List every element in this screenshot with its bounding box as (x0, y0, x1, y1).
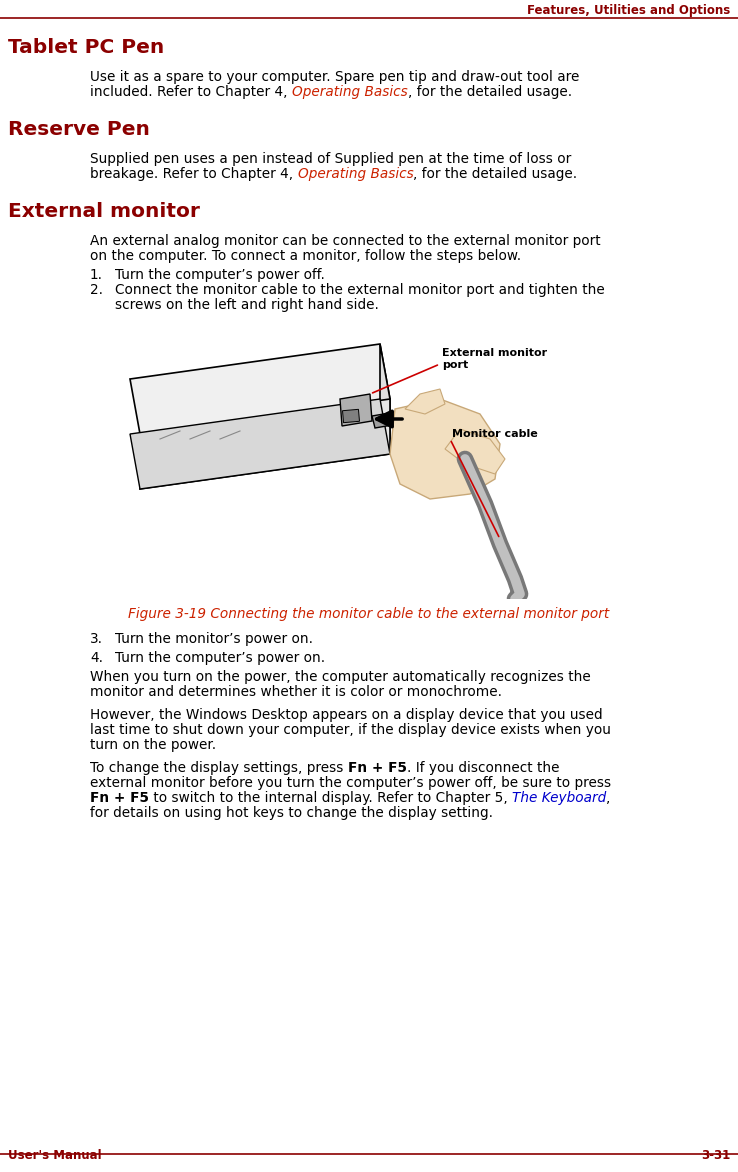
Polygon shape (130, 398, 390, 489)
Bar (342, 409, 359, 423)
Polygon shape (380, 345, 390, 454)
Text: Tablet PC Pen: Tablet PC Pen (8, 38, 165, 57)
Text: . If you disconnect the: . If you disconnect the (407, 761, 559, 775)
Text: User's Manual: User's Manual (8, 1149, 102, 1161)
Polygon shape (372, 413, 398, 428)
Polygon shape (445, 429, 505, 473)
Text: External monitor
port: External monitor port (442, 348, 547, 370)
Text: included. Refer to Chapter 4,: included. Refer to Chapter 4, (90, 86, 292, 98)
Text: Figure 3-19 Connecting the monitor cable to the external monitor port: Figure 3-19 Connecting the monitor cable… (128, 607, 610, 621)
Text: Operating Basics: Operating Basics (297, 166, 413, 180)
Polygon shape (405, 389, 445, 414)
Text: The Keyboard: The Keyboard (512, 791, 607, 805)
Text: 3-31: 3-31 (701, 1149, 730, 1161)
Text: for details on using hot keys to change the display setting.: for details on using hot keys to change … (90, 806, 493, 820)
Text: turn on the power.: turn on the power. (90, 738, 216, 752)
Text: Fn + F5: Fn + F5 (90, 791, 149, 805)
Text: Use it as a spare to your computer. Spare pen tip and draw-out tool are: Use it as a spare to your computer. Spar… (90, 70, 579, 84)
Text: , for the detailed usage.: , for the detailed usage. (413, 166, 577, 180)
Text: 1.: 1. (90, 268, 103, 282)
Text: Features, Utilities and Options: Features, Utilities and Options (527, 4, 730, 18)
Text: To change the display settings, press: To change the display settings, press (90, 761, 348, 775)
Text: Operating Basics: Operating Basics (292, 86, 407, 98)
Text: external monitor before you turn the computer’s power off, be sure to press: external monitor before you turn the com… (90, 776, 611, 790)
Text: When you turn on the power, the computer automatically recognizes the: When you turn on the power, the computer… (90, 670, 590, 684)
Text: External monitor: External monitor (8, 202, 200, 222)
Text: last time to shut down your computer, if the display device exists when you: last time to shut down your computer, if… (90, 723, 611, 737)
Text: monitor and determines whether it is color or monochrome.: monitor and determines whether it is col… (90, 684, 502, 699)
Text: screws on the left and right hand side.: screws on the left and right hand side. (115, 298, 379, 312)
Text: Monitor cable: Monitor cable (452, 429, 538, 440)
Text: Supplied pen uses a pen instead of Supplied pen at the time of loss or: Supplied pen uses a pen instead of Suppl… (90, 152, 571, 166)
Text: Reserve Pen: Reserve Pen (8, 120, 150, 139)
Polygon shape (340, 394, 372, 425)
Text: However, the Windows Desktop appears on a display device that you used: However, the Windows Desktop appears on … (90, 708, 603, 722)
Polygon shape (130, 345, 390, 434)
Polygon shape (140, 398, 390, 489)
Text: 2.: 2. (90, 282, 103, 297)
Text: 4.: 4. (90, 650, 103, 665)
Text: Turn the computer’s power off.: Turn the computer’s power off. (115, 268, 325, 282)
Text: , for the detailed usage.: , for the detailed usage. (407, 86, 572, 98)
Text: to switch to the internal display. Refer to Chapter 5,: to switch to the internal display. Refer… (149, 791, 512, 805)
Text: Turn the monitor’s power on.: Turn the monitor’s power on. (115, 632, 313, 646)
Polygon shape (390, 398, 500, 499)
Text: breakage. Refer to Chapter 4,: breakage. Refer to Chapter 4, (90, 166, 297, 180)
Text: Fn + F5: Fn + F5 (348, 761, 407, 775)
Text: Connect the monitor cable to the external monitor port and tighten the: Connect the monitor cable to the externa… (115, 282, 604, 297)
Text: 3.: 3. (90, 632, 103, 646)
Text: on the computer. To connect a monitor, follow the steps below.: on the computer. To connect a monitor, f… (90, 248, 521, 263)
Text: Turn the computer’s power on.: Turn the computer’s power on. (115, 650, 325, 665)
Text: ,: , (607, 791, 611, 805)
Text: An external analog monitor can be connected to the external monitor port: An external analog monitor can be connec… (90, 234, 601, 248)
